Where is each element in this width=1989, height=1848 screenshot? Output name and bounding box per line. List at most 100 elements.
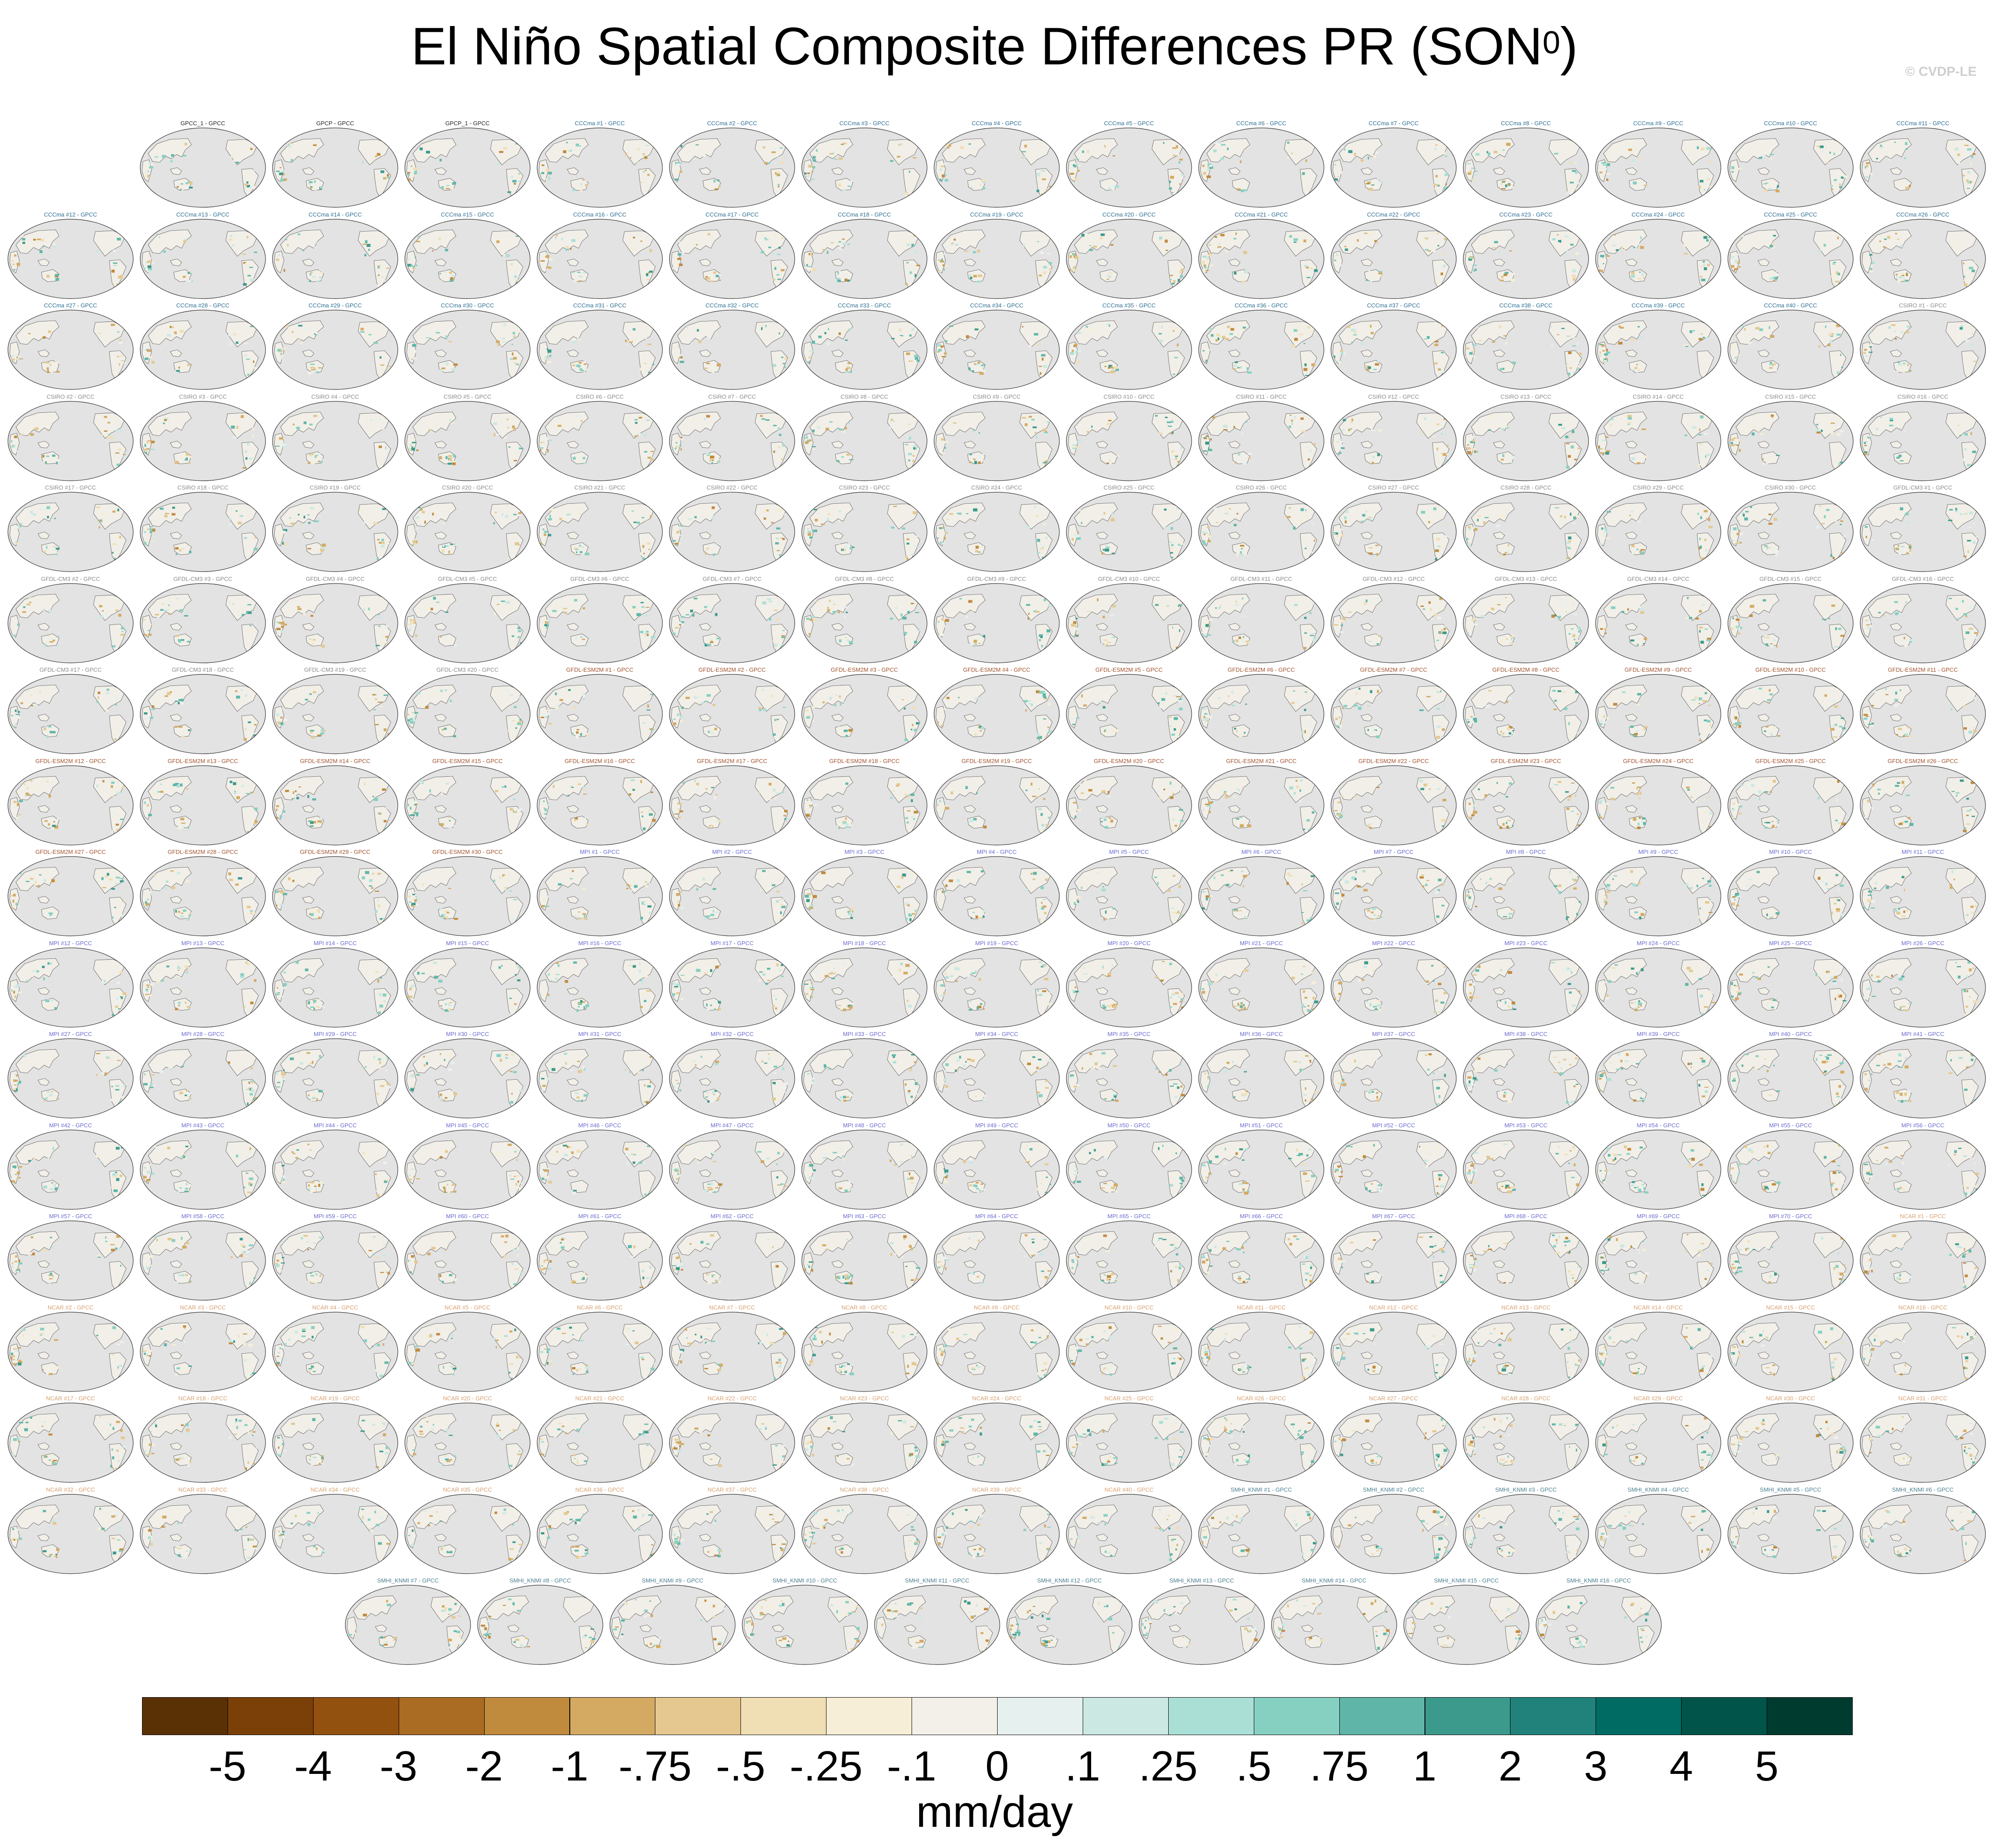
anomaly-cell (497, 344, 500, 346)
anomaly-cell (182, 189, 183, 192)
anomaly-cell (247, 604, 252, 605)
anomaly-cell (579, 338, 580, 341)
anomaly-cell (1764, 189, 1767, 193)
anomaly-cell (303, 327, 308, 330)
anomaly-cell (1870, 267, 1873, 270)
anomaly-cell (1973, 354, 1975, 357)
anomaly-cell (1039, 153, 1042, 157)
anomaly-cell (1731, 256, 1735, 258)
anomaly-cell (1752, 425, 1756, 428)
map-plot (404, 583, 531, 663)
anomaly-cell (1731, 627, 1734, 630)
anomaly-cell (982, 187, 986, 189)
anomaly-cell (189, 187, 193, 189)
anomaly-cell (1896, 370, 1900, 372)
anomaly-cell (1081, 693, 1085, 696)
anomaly-cell (46, 546, 48, 549)
map-border (1066, 674, 1192, 754)
anomaly-cell (1041, 691, 1045, 693)
anomaly-cell (1473, 448, 1476, 450)
anomaly-cell (1438, 239, 1443, 241)
anomaly-cell (1173, 154, 1176, 157)
anomaly-cell (632, 606, 636, 608)
anomaly-cell (904, 738, 908, 741)
anomaly-cell (712, 729, 715, 731)
map-plot (801, 218, 927, 299)
anomaly-cell (1171, 544, 1174, 546)
anomaly-cell (1176, 153, 1179, 156)
anomaly-cell (547, 349, 552, 353)
anomaly-cell (978, 727, 981, 731)
anomaly-cell (306, 520, 310, 522)
anomaly-cell (546, 621, 550, 623)
landmass-outline (778, 227, 791, 233)
landmass-outline (646, 682, 658, 689)
anomaly-cell (1335, 360, 1338, 362)
anomaly-cell (372, 694, 376, 696)
landmass-outline (1308, 409, 1320, 415)
anomaly-cell (1345, 248, 1348, 251)
anomaly-cell (1952, 156, 1957, 157)
anomaly-cell (440, 279, 442, 281)
anomaly-cell (420, 145, 425, 147)
anomaly-cell (772, 148, 776, 151)
anomaly-cell (1824, 596, 1826, 598)
anomaly-cell (1467, 526, 1472, 528)
anomaly-cell (1739, 626, 1742, 629)
map-border (537, 400, 663, 481)
anomaly-cell (410, 443, 415, 446)
anomaly-cell (905, 444, 909, 445)
panel-title: CCCma #15 - GPCC (441, 211, 494, 218)
anomaly-cell (1442, 252, 1445, 254)
map-plot (669, 310, 795, 390)
anomaly-cell (586, 734, 589, 737)
anomaly-cell (515, 649, 518, 651)
panel-title: CCCma #6 - GPCC (1236, 120, 1286, 127)
anomaly-cell (248, 611, 252, 614)
anomaly-cell (517, 331, 521, 333)
anomaly-cell (1166, 249, 1168, 251)
anomaly-cell (1202, 708, 1206, 710)
landmass-outline (1603, 138, 1647, 163)
anomaly-cell (1603, 166, 1606, 168)
anomaly-cell (1603, 163, 1607, 166)
anomaly-cell (1069, 268, 1071, 271)
anomaly-cell (1210, 438, 1212, 441)
anomaly-cell (652, 363, 654, 366)
anomaly-cell (236, 426, 239, 429)
anomaly-cell (1178, 700, 1183, 703)
anomaly-cell (944, 174, 947, 176)
anomaly-cell (106, 688, 109, 691)
anomaly-cell (826, 342, 830, 345)
anomaly-cell (707, 694, 711, 697)
anomaly-cell (518, 376, 523, 378)
anomaly-cell (1366, 368, 1369, 371)
anomaly-cell (29, 695, 34, 697)
map-plot (801, 127, 927, 208)
landmass-outline (1361, 167, 1373, 175)
anomaly-cell (829, 421, 833, 423)
anomaly-cell (1739, 449, 1741, 452)
map-panel: CSIRO #25 - GPCC (1066, 484, 1193, 572)
anomaly-cell (151, 708, 155, 710)
anomaly-cell (1469, 264, 1471, 265)
anomaly-cell (838, 520, 840, 523)
anomaly-cell (1434, 267, 1439, 270)
anomaly-cell (704, 553, 707, 555)
map-plot (1463, 310, 1589, 390)
anomaly-cell (1836, 371, 1839, 374)
anomaly-cell (1908, 370, 1911, 372)
landmass-outline (1757, 441, 1770, 448)
anomaly-cell (1217, 697, 1222, 699)
anomaly-cell (408, 172, 410, 174)
anomaly-cell (705, 638, 707, 640)
anomaly-cell (441, 367, 445, 370)
anomaly-cell (1072, 725, 1074, 726)
anomaly-cell (1435, 549, 1439, 552)
anomaly-cell (916, 359, 920, 362)
anomaly-cell (904, 707, 906, 710)
anomaly-cell (1969, 512, 1973, 515)
anomaly-cell (1076, 159, 1079, 160)
anomaly-cell (1223, 429, 1228, 430)
anomaly-cell (178, 702, 181, 704)
